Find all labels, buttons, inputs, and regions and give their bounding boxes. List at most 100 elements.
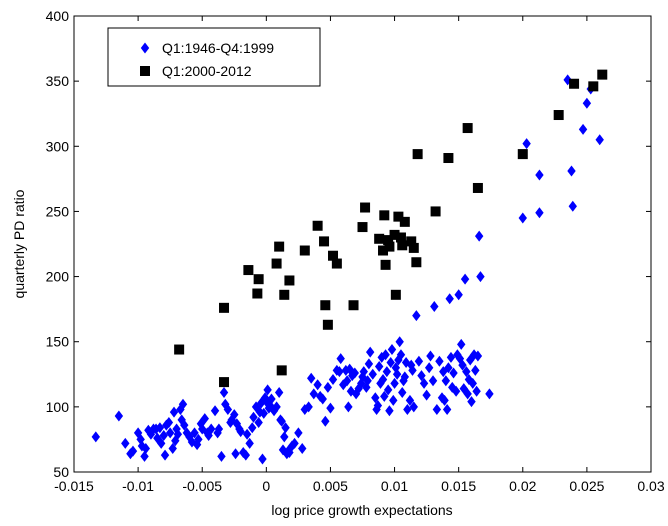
x-axis-label: log price growth expectations bbox=[271, 502, 452, 518]
square-marker bbox=[174, 344, 185, 355]
diamond-marker bbox=[258, 453, 267, 465]
square-marker bbox=[408, 242, 419, 253]
diamond-marker bbox=[241, 449, 251, 461]
diamond-marker bbox=[277, 415, 286, 427]
diamond-marker bbox=[128, 445, 138, 457]
diamond-marker bbox=[446, 351, 456, 363]
square-marker bbox=[588, 81, 599, 92]
x-axis: -0.015 -0.01 -0.005 0 0.005 0.01 0.015 0.02 0.02… bbox=[54, 16, 665, 494]
square-marker bbox=[374, 233, 385, 244]
diamond-marker bbox=[159, 430, 168, 442]
diamond-marker bbox=[398, 387, 407, 399]
diamond-marker bbox=[328, 373, 338, 385]
x-tick-label: 0.02 bbox=[509, 478, 536, 494]
diamond-marker bbox=[326, 402, 335, 414]
square-marker bbox=[517, 149, 528, 160]
square-marker bbox=[348, 300, 359, 311]
diamond-marker bbox=[151, 423, 161, 435]
x-tick-label: -0.005 bbox=[182, 478, 222, 494]
diamond-marker bbox=[114, 410, 124, 422]
diamond-marker bbox=[578, 123, 588, 135]
diamond-marker bbox=[160, 449, 170, 461]
x-tick-label: 0 bbox=[262, 478, 270, 494]
square-marker bbox=[390, 289, 401, 300]
square-marker bbox=[320, 300, 331, 311]
diamond-marker bbox=[364, 358, 374, 370]
diamond-marker bbox=[386, 357, 395, 369]
diamond-marker bbox=[155, 422, 165, 434]
diamond-marker bbox=[298, 443, 307, 455]
diamond-marker bbox=[473, 350, 483, 362]
diamond-marker bbox=[304, 401, 313, 413]
plot-area bbox=[73, 15, 652, 473]
diamond-marker bbox=[309, 388, 318, 400]
diamond-marker bbox=[389, 394, 398, 406]
diamond-marker bbox=[214, 423, 224, 435]
diamond-marker bbox=[412, 310, 421, 322]
diamond-marker bbox=[217, 450, 226, 462]
diamond-marker bbox=[582, 97, 592, 109]
diamond-marker bbox=[405, 394, 415, 406]
diamond-marker bbox=[281, 422, 290, 434]
diamond-marker bbox=[121, 437, 130, 449]
diamond-marker bbox=[368, 368, 377, 380]
square-marker bbox=[384, 241, 395, 252]
x-tick-label: 0.03 bbox=[637, 478, 664, 494]
diamond-marker bbox=[242, 428, 252, 440]
x-tick-label: 0.01 bbox=[381, 478, 408, 494]
diamond-marker bbox=[267, 393, 276, 405]
square-marker bbox=[397, 240, 408, 251]
diamond-marker bbox=[385, 405, 394, 417]
diamond-marker bbox=[248, 422, 257, 434]
legend-square-marker bbox=[140, 66, 150, 76]
diamond-marker bbox=[272, 401, 281, 413]
square-marker bbox=[243, 265, 254, 276]
x-tick-label: 0.005 bbox=[313, 478, 348, 494]
diamond-marker bbox=[458, 359, 467, 371]
diamond-marker bbox=[263, 384, 272, 396]
square-marker bbox=[219, 377, 230, 388]
diamond-marker bbox=[374, 360, 384, 372]
diamond-marker bbox=[568, 200, 577, 212]
diamond-marker bbox=[169, 406, 179, 418]
diamond-marker bbox=[336, 353, 345, 365]
y-tick-label: 300 bbox=[46, 138, 70, 154]
legend-marker-series-1 bbox=[140, 42, 150, 54]
diamond-marker bbox=[449, 367, 458, 379]
diamond-marker bbox=[472, 385, 481, 397]
diamond-marker bbox=[245, 437, 254, 449]
diamond-marker bbox=[344, 401, 353, 413]
square-marker bbox=[319, 236, 330, 247]
square-marker bbox=[472, 182, 483, 193]
diamond-marker bbox=[307, 372, 316, 384]
diamond-marker bbox=[518, 212, 527, 224]
square-marker bbox=[379, 210, 390, 221]
diamond-marker bbox=[476, 271, 485, 283]
square-marker bbox=[393, 211, 404, 222]
diamond-marker bbox=[424, 362, 434, 374]
diamond-marker bbox=[463, 388, 472, 400]
square-marker bbox=[328, 250, 339, 261]
diamond-marker bbox=[204, 430, 213, 442]
diamond-marker bbox=[403, 403, 412, 415]
diamond-marker bbox=[230, 409, 239, 421]
diamond-marker bbox=[522, 138, 531, 150]
square-marker bbox=[569, 78, 580, 89]
diamond-marker bbox=[428, 375, 438, 387]
y-axis: 50 100 150 200 250 300 350 400 bbox=[46, 8, 651, 480]
square-marker bbox=[253, 274, 264, 285]
legend-diamond-marker bbox=[140, 42, 150, 54]
square-marker bbox=[389, 229, 400, 240]
diamond-marker bbox=[460, 273, 470, 285]
diamond-marker bbox=[408, 364, 417, 376]
diamond-marker bbox=[462, 366, 471, 378]
diamond-marker bbox=[440, 394, 449, 406]
diamond-marker bbox=[196, 418, 206, 430]
square-marker bbox=[411, 257, 422, 268]
diamond-marker bbox=[535, 169, 544, 181]
square-marker bbox=[274, 241, 285, 252]
diamond-marker bbox=[165, 427, 175, 439]
diamond-marker bbox=[321, 415, 330, 427]
